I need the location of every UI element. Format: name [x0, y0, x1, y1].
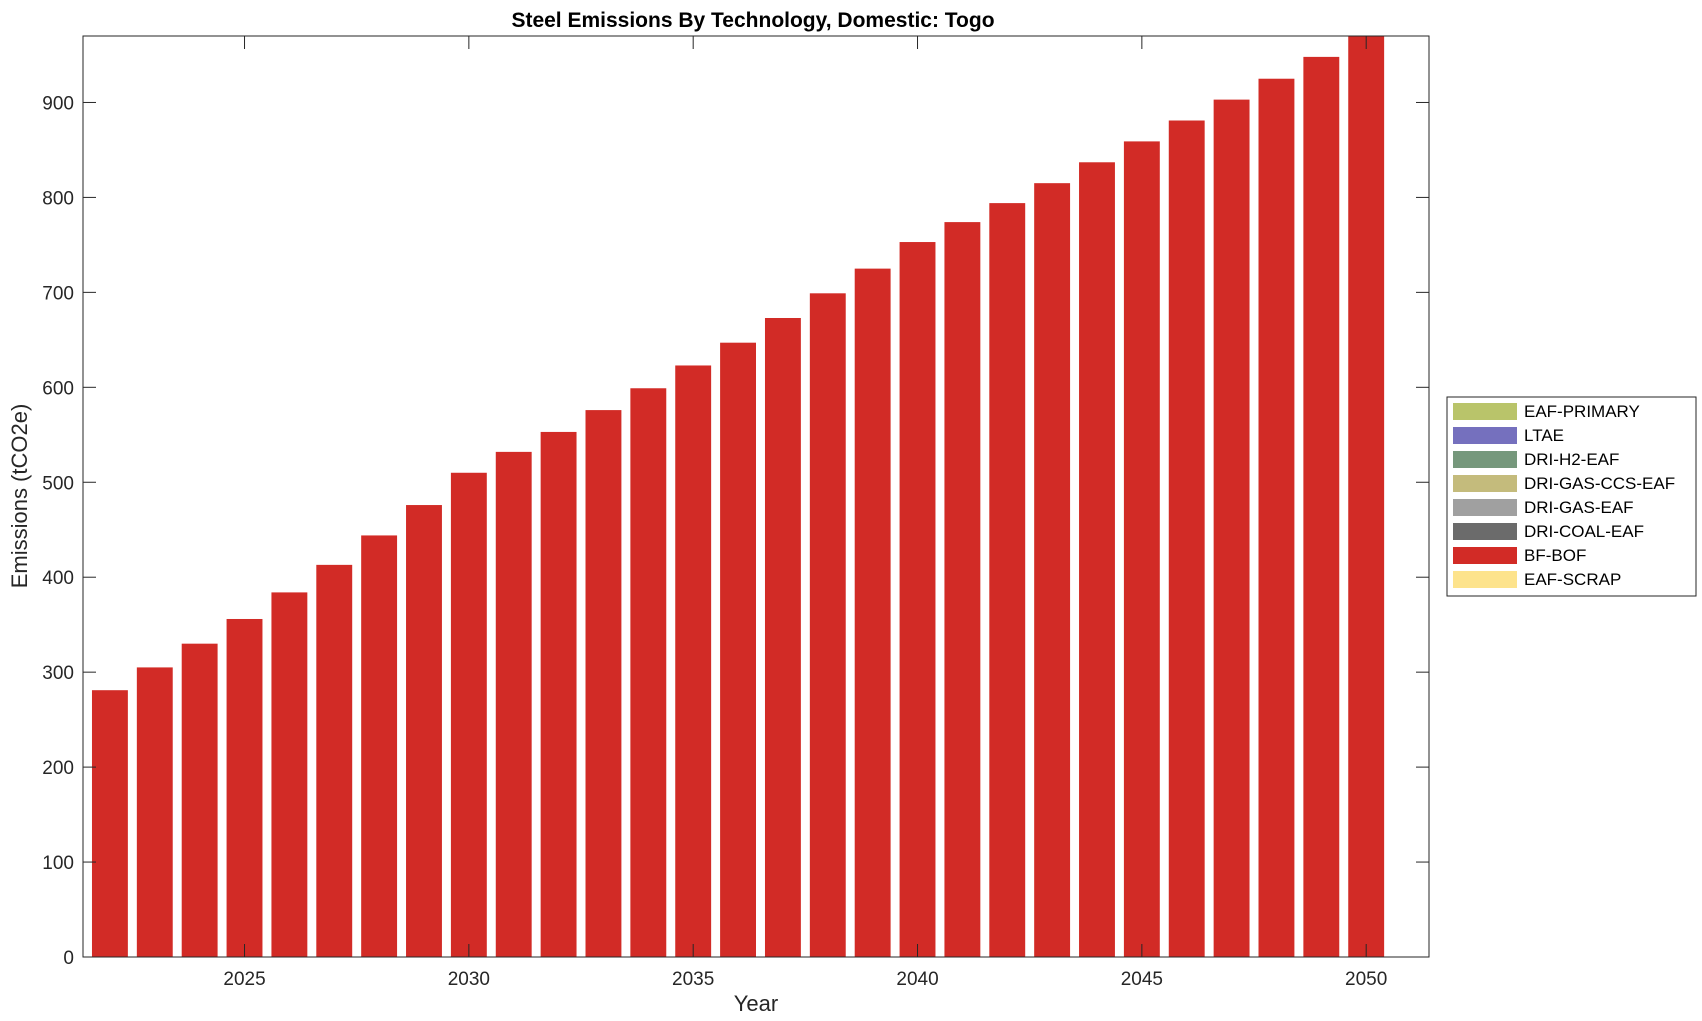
- bar-bf-bof-2026: [271, 592, 308, 957]
- x-tick-label: 2040: [896, 969, 938, 990]
- bar-bf-bof-2037: [764, 317, 801, 957]
- bar-bf-bof-2048: [1258, 78, 1295, 957]
- bar-bf-bof-2024: [181, 643, 218, 957]
- bar-bf-bof-2040: [899, 242, 936, 957]
- x-axis-title: Year: [734, 991, 778, 1016]
- legend-label-dri-coal-eaf: DRI-COAL-EAF: [1524, 522, 1644, 541]
- bar-bf-bof-2038: [809, 293, 846, 957]
- legend-swatch-eaf-primary: [1453, 403, 1517, 420]
- bar-bf-bof-2045: [1123, 141, 1160, 957]
- y-tick-label: 200: [42, 758, 74, 779]
- bar-bf-bof-2046: [1168, 120, 1205, 957]
- bar-bf-bof-2043: [1034, 183, 1071, 957]
- bar-bf-bof-2025: [226, 618, 263, 957]
- legend-swatch-dri-gas-ccs-eaf: [1453, 475, 1517, 492]
- legend: EAF-PRIMARY LTAE DRI-H2-EAF DRI-GAS-CCS-EAF…: [1446, 396, 1697, 597]
- legend-label-dri-gas-eaf: DRI-GAS-EAF: [1524, 498, 1634, 517]
- x-tick-label: 2050: [1345, 969, 1387, 990]
- x-tick-label: 2035: [672, 969, 714, 990]
- bar-bf-bof-2023: [136, 667, 173, 957]
- bar-bf-bof-2039: [854, 268, 891, 957]
- bar-bf-bof-2050: [1348, 36, 1385, 957]
- y-axis-title: Emissions (tCO2e): [7, 404, 32, 589]
- legend-items: EAF-PRIMARY LTAE DRI-H2-EAF DRI-GAS-CCS-EAF…: [1453, 402, 1675, 589]
- legend-label-dri-gas-ccs-eaf: DRI-GAS-CCS-EAF: [1524, 474, 1675, 493]
- legend-swatch-dri-coal-eaf: [1453, 523, 1517, 540]
- y-tick-label: 700: [42, 283, 74, 304]
- x-tick-label: 2045: [1121, 969, 1163, 990]
- legend-label-dri-h2-eaf: DRI-H2-EAF: [1524, 450, 1619, 469]
- legend-swatch-eaf-scrap: [1453, 571, 1517, 588]
- y-tick-label: 100: [42, 853, 74, 874]
- y-tick-label: 500: [42, 473, 74, 494]
- legend-swatch-dri-h2-eaf: [1453, 451, 1517, 468]
- bar-bf-bof-2027: [316, 564, 353, 957]
- legend-label-ltae: LTAE: [1524, 426, 1564, 445]
- legend-swatch-ltae: [1453, 427, 1517, 444]
- bar-bf-bof-2047: [1213, 99, 1250, 957]
- bars-layer: [91, 36, 1385, 957]
- bar-bf-bof-2035: [675, 365, 712, 957]
- bar-bf-bof-2036: [720, 342, 756, 957]
- bar-bf-bof-2034: [630, 388, 667, 957]
- axes-frame: [82, 35, 1430, 958]
- y-tick-label: 0: [63, 948, 74, 969]
- legend-swatch-dri-gas-eaf: [1453, 499, 1517, 516]
- bar-bf-bof-2032: [540, 431, 577, 957]
- legend-swatch-bf-bof: [1453, 547, 1517, 564]
- bar-bf-bof-2033: [585, 410, 622, 957]
- y-tick-label: 600: [42, 378, 74, 399]
- x-tick-label: 2025: [223, 969, 265, 990]
- bar-bf-bof-2030: [450, 472, 487, 957]
- y-tick-label: 300: [42, 663, 74, 684]
- y-tick-label: 400: [42, 568, 74, 589]
- bar-bf-bof-2041: [944, 222, 981, 957]
- axes-layer: 0 100 200 300 400 500 600 700 800 900 2025 2030 2035…: [42, 35, 1430, 990]
- chart-title: Steel Emissions By Technology, Domestic:…: [511, 9, 994, 32]
- bar-bf-bof-2028: [361, 535, 398, 957]
- x-tick-label: 2030: [448, 969, 490, 990]
- legend-label-eaf-scrap: EAF-SCRAP: [1524, 570, 1621, 589]
- legend-label-bf-bof: BF-BOF: [1524, 546, 1586, 565]
- bar-bf-bof-2049: [1303, 56, 1340, 957]
- y-tick-label: 900: [42, 93, 74, 114]
- y-tick-label: 800: [42, 188, 74, 209]
- bar-bf-bof-2029: [406, 505, 442, 957]
- bar-bf-bof-2022: [91, 690, 128, 957]
- bar-bf-bof-2042: [989, 203, 1026, 957]
- legend-label-eaf-primary: EAF-PRIMARY: [1524, 402, 1640, 421]
- bar-bf-bof-2031: [495, 451, 532, 957]
- bar-bf-bof-2044: [1079, 162, 1115, 957]
- legend-box: [1446, 396, 1697, 597]
